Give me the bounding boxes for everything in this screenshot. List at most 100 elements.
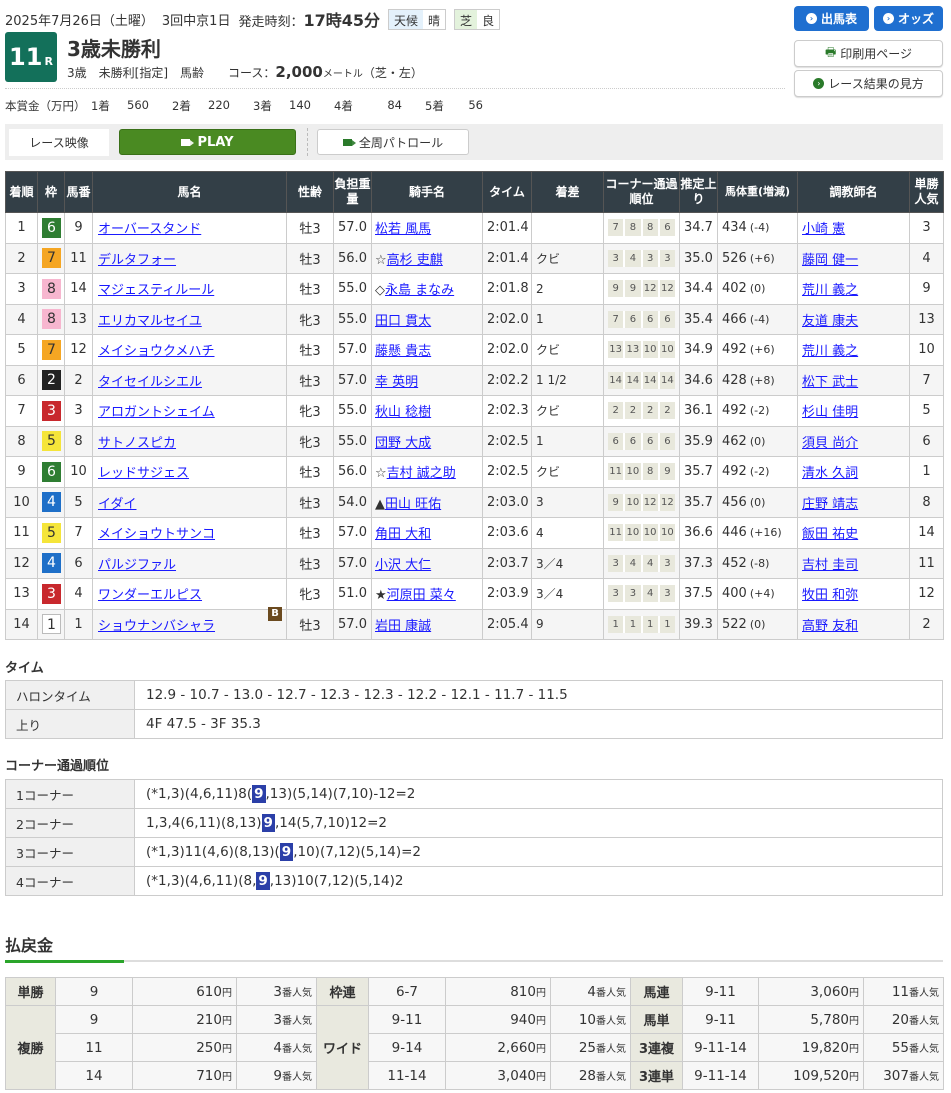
corner-position: 6 <box>659 219 675 237</box>
finish-position: 5 <box>5 334 38 366</box>
waku-cell: 6 <box>37 212 65 244</box>
weight-diff: (+16) <box>749 526 782 540</box>
trainer-cell: 吉村 圭司 <box>797 547 910 579</box>
jockey-mark: ▲ <box>375 496 385 512</box>
trainer-link[interactable]: 杉山 佳明 <box>802 405 859 421</box>
yen-unit: 円 <box>849 987 859 999</box>
entries-button[interactable]: › 出馬表 <box>794 6 869 31</box>
corner-order-pre: (*1,3)(4,6,11)8( <box>146 786 253 802</box>
margin: 1 1/2 <box>531 364 604 396</box>
last-3f: 34.4 <box>679 273 718 305</box>
horse-name-link[interactable]: レッドサジェス <box>98 466 190 482</box>
trainer-link[interactable]: 吉村 圭司 <box>802 557 859 573</box>
weight-diff: (+6) <box>749 343 775 357</box>
jockey-link[interactable]: 河原田 菜々 <box>386 588 456 604</box>
trainer-link[interactable]: 清水 久詞 <box>802 466 859 482</box>
horse-name-link[interactable]: メイショウトサンコ <box>98 527 216 543</box>
sex-age: 牡3 <box>286 242 334 274</box>
horse-number: 10 <box>64 456 93 488</box>
horse-name-link[interactable]: メイショウクメハチ <box>98 344 215 360</box>
jockey-link[interactable]: 角田 大和 <box>375 527 432 543</box>
jockey-mark: ☆ <box>375 466 387 482</box>
play-button[interactable]: PLAY <box>119 129 296 155</box>
horse-name-link[interactable]: エリカマルセイユ <box>98 313 202 329</box>
margin: クビ <box>531 334 604 366</box>
jockey-link[interactable]: 秋山 稔樹 <box>375 405 432 421</box>
corner-positions: 11 10 8 9 <box>608 463 675 481</box>
trainer-link[interactable]: 松下 武士 <box>802 374 859 390</box>
payout-combination: 9-11-14 <box>682 1061 759 1090</box>
horse-name-link[interactable]: サトノスピカ <box>98 435 177 451</box>
table-row: 5 7 12 メイショウクメハチ 牡3 57.0 藤懸 貴志 2:02.0 クビ 13 13 10 10… <box>5 334 944 366</box>
horse-name-link[interactable]: ショウナンバシャラ <box>98 618 216 634</box>
waku-cell: 3 <box>37 395 65 427</box>
jockey-link[interactable]: 団野 大成 <box>375 435 432 451</box>
jockey-link[interactable]: 藤懸 貴志 <box>375 344 432 360</box>
trainer-link[interactable]: 牧田 和弥 <box>802 588 859 604</box>
trainer-link[interactable]: 荒川 義之 <box>802 344 859 360</box>
payout-title: 払戻金 <box>5 936 54 955</box>
body-weight: 446 <box>722 525 747 541</box>
horse-name-link[interactable]: パルジファル <box>98 557 177 573</box>
trainer-link[interactable]: 須貝 尚介 <box>802 435 859 451</box>
trainer-link[interactable]: 飯田 祐史 <box>802 527 859 543</box>
odds-button[interactable]: › オッズ <box>874 6 943 31</box>
payout-combination: 9-11 <box>682 1005 759 1034</box>
payout-combination: 9-11-14 <box>682 1033 759 1062</box>
how-to-read-button[interactable]: › レース結果の見方 <box>794 70 943 97</box>
corner-position: 6 <box>642 310 658 328</box>
horse-name-link[interactable]: ワンダーエルピス <box>98 588 203 604</box>
waku-cell: 1 <box>37 608 65 640</box>
chevron-right-icon: › <box>813 78 825 89</box>
finish-time: 2:02.2 <box>482 364 532 396</box>
trainer-link[interactable]: 小崎 憲 <box>802 222 846 238</box>
trainer-link[interactable]: 藤岡 健一 <box>802 252 859 268</box>
horse-name-link[interactable]: マジェスティルール <box>98 283 215 299</box>
popularity: 6 <box>909 425 944 457</box>
corner-position: 10 <box>659 341 675 359</box>
sex-age: 牡3 <box>286 456 334 488</box>
popularity: 10 <box>909 334 944 366</box>
payout-popularity-cell: 20番人気 <box>863 1005 944 1034</box>
jockey-link[interactable]: 小沢 大仁 <box>375 557 432 573</box>
waku-badge: 5 <box>42 431 61 452</box>
time-label: 上り <box>5 709 135 739</box>
patrol-video-button[interactable]: 全周パトロール <box>317 129 469 155</box>
table-row: 1 6 9 オーバースタンド 牡3 57.0 松若 風馬 2:01.4 7 8 8 6 34.7 434(… <box>5 212 944 244</box>
horse-name-link[interactable]: タイセイルシエル <box>98 374 203 390</box>
horse-name-link[interactable]: オーバースタンド <box>98 222 202 238</box>
print-page-button[interactable]: 🖶 印刷用ページ <box>794 40 943 67</box>
horse-cell: ワンダーエルピス <box>92 578 287 610</box>
waku-badge: 4 <box>42 553 61 574</box>
horse-name-link[interactable]: アロガントシェイム <box>98 405 215 421</box>
body-weight: 452 <box>722 555 747 571</box>
chevron-right-icon: › <box>882 13 894 24</box>
trainer-cell: 友道 康夫 <box>797 303 910 335</box>
trainer-link[interactable]: 友道 康夫 <box>802 313 859 329</box>
popularity-suffix: 番人気 <box>282 1071 312 1083</box>
jockey-link[interactable]: 田山 旺佑 <box>385 496 442 512</box>
payout-combination: 6-7 <box>368 977 446 1006</box>
jockey-link[interactable]: 岩田 康誠 <box>375 618 432 634</box>
jockey-link[interactable]: 幸 英明 <box>375 374 419 390</box>
jockey-link[interactable]: 永島 まなみ <box>385 283 455 299</box>
jockey-cell: 松若 風馬 <box>371 212 483 244</box>
jockey-link[interactable]: 高杉 吏麒 <box>386 252 443 268</box>
jockey-link[interactable]: 田口 貫太 <box>375 313 432 329</box>
trainer-link[interactable]: 荒川 義之 <box>802 283 859 299</box>
chevron-right-icon: › <box>805 13 817 24</box>
start-time: 発走時刻：17時45分 <box>238 7 380 31</box>
jockey-link[interactable]: 吉村 誠之助 <box>386 466 456 482</box>
horse-number: 13 <box>64 303 93 335</box>
trainer-link[interactable]: 高野 友和 <box>802 618 859 634</box>
corner-order-post: ,13)(5,14)(7,10)-12=2 <box>265 786 416 802</box>
weight-diff: (+6) <box>749 251 775 265</box>
horse-name-link[interactable]: デルタフォー <box>98 252 177 268</box>
horse-name-link[interactable]: イダイ <box>98 496 137 512</box>
yen-unit: 円 <box>536 1043 546 1055</box>
trainer-link[interactable]: 庄野 靖志 <box>802 496 859 512</box>
jockey-link[interactable]: 松若 風馬 <box>375 222 432 238</box>
waku-cell: 8 <box>37 273 65 305</box>
jockey-cell: ☆吉村 誠之助 <box>371 456 483 488</box>
